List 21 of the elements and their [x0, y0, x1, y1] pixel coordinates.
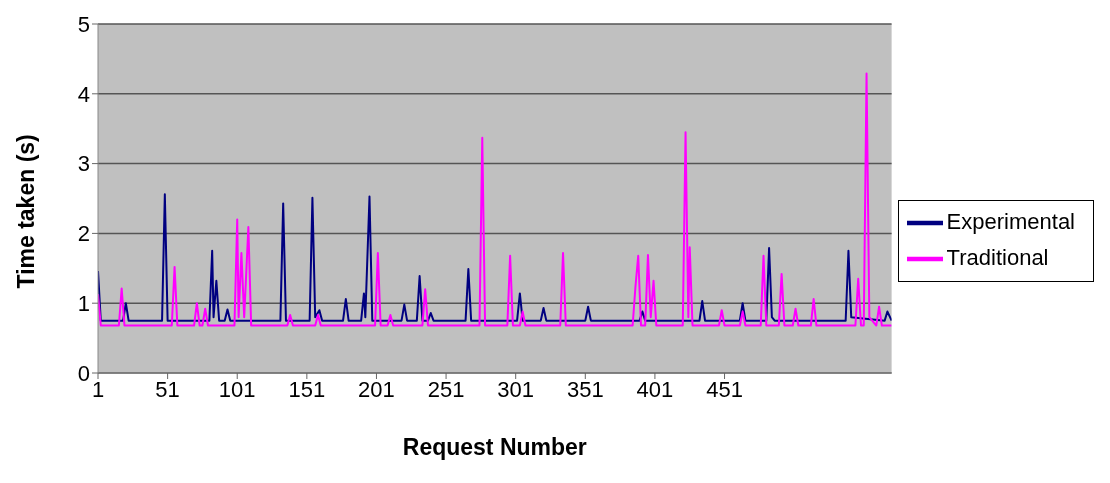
y-tick-label: 1 — [77, 291, 90, 317]
y-tick-label: 2 — [77, 221, 90, 247]
x-tick-label: 201 — [358, 376, 395, 402]
x-tick-label: 451 — [706, 376, 743, 402]
y-tick-label: 3 — [77, 151, 90, 177]
line-series — [98, 72, 892, 327]
x-tick-label: 151 — [288, 376, 326, 402]
y-axis-title: Time taken (s) — [13, 134, 40, 289]
y-tick-label: 4 — [77, 81, 90, 107]
x-tick-label: 51 — [155, 376, 180, 402]
x-tick-label: 351 — [566, 376, 604, 402]
x-tick-label: 301 — [497, 376, 535, 402]
y-tick-label: 5 — [77, 11, 90, 37]
x-tick-label: 101 — [218, 376, 256, 402]
x-tick-label: 251 — [427, 376, 465, 402]
legend-label: Experimental — [946, 208, 1075, 234]
y-tick-label: 0 — [77, 360, 90, 386]
line-series — [98, 193, 892, 322]
x-axis-title: Request Number — [402, 434, 587, 460]
x-tick-label: 401 — [636, 376, 674, 402]
legend-label: Traditional — [946, 244, 1049, 270]
